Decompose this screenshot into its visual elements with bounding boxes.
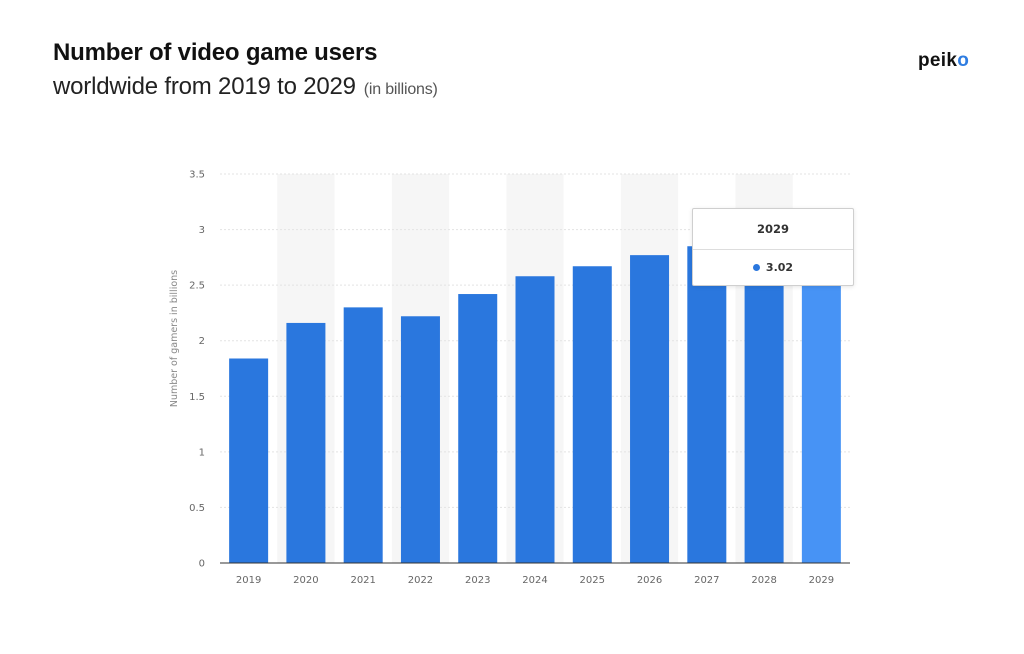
y-tick-label: 0	[199, 559, 205, 570]
series-dot-icon	[752, 264, 760, 271]
x-tick-label: 2024	[522, 575, 547, 586]
brand-logo: peiko	[918, 50, 969, 72]
x-tick-label: 2025	[580, 575, 605, 586]
bar[interactable]	[229, 358, 269, 563]
bar[interactable]	[458, 294, 498, 563]
bar[interactable]	[572, 266, 612, 563]
chart-title: Number of video game users	[53, 39, 378, 66]
logo-mark-icon: o	[957, 50, 970, 71]
x-tick-label: 2028	[751, 575, 776, 586]
x-tick-label: 2027	[694, 575, 719, 586]
y-axis-label: Number of gamers in billions	[169, 270, 180, 407]
x-tick-label: 2023	[465, 575, 490, 586]
y-tick-label: 3.5	[189, 170, 205, 181]
chart-subtitle-line: worldwide from 2019 to 2029 (in billions)	[53, 70, 438, 107]
chart-header: Number of video game users worldwide fro…	[53, 36, 438, 107]
chart-unit: (in billions)	[363, 81, 438, 98]
chart-area: 0 0.5 1 1.5 2 2.5 3 3.5 2019 2020 2021 2022 2023 2024…	[160, 145, 870, 605]
bar[interactable]	[687, 246, 727, 563]
bar[interactable]	[286, 322, 326, 563]
x-tick-label: 2022	[408, 575, 433, 586]
bar-chart: 0 0.5 1 1.5 2 2.5 3 3.5 2019 2020 2021 2022 2023 2024…	[169, 170, 850, 586]
x-tick-label: 2020	[293, 575, 318, 586]
bar[interactable]	[400, 316, 440, 563]
tooltip-title: 2029	[693, 209, 853, 250]
y-tick-label: 2.5	[189, 281, 205, 292]
x-tick-label: 2019	[236, 575, 261, 586]
y-tick-label: 2	[199, 336, 205, 347]
bar[interactable]	[630, 255, 670, 563]
y-tick-label: 1	[199, 447, 205, 458]
x-tick-label: 2026	[637, 575, 662, 586]
bar[interactable]	[744, 235, 784, 563]
x-tick-label: 2029	[809, 575, 834, 586]
tooltip-row: 3.02	[693, 250, 853, 285]
y-tick-label: 0.5	[189, 503, 205, 514]
bar[interactable]	[343, 307, 383, 563]
chart-tooltip: 2029 3.02	[692, 208, 854, 286]
tooltip-value: 3.02	[765, 261, 794, 274]
y-tick-label: 1.5	[189, 392, 205, 403]
bar[interactable]	[515, 276, 555, 563]
logo-text: peik	[918, 50, 958, 71]
x-tick-label: 2021	[350, 575, 375, 586]
y-tick-label: 3	[199, 225, 205, 236]
chart-subtitle: worldwide from 2019 to 2029	[53, 73, 356, 100]
